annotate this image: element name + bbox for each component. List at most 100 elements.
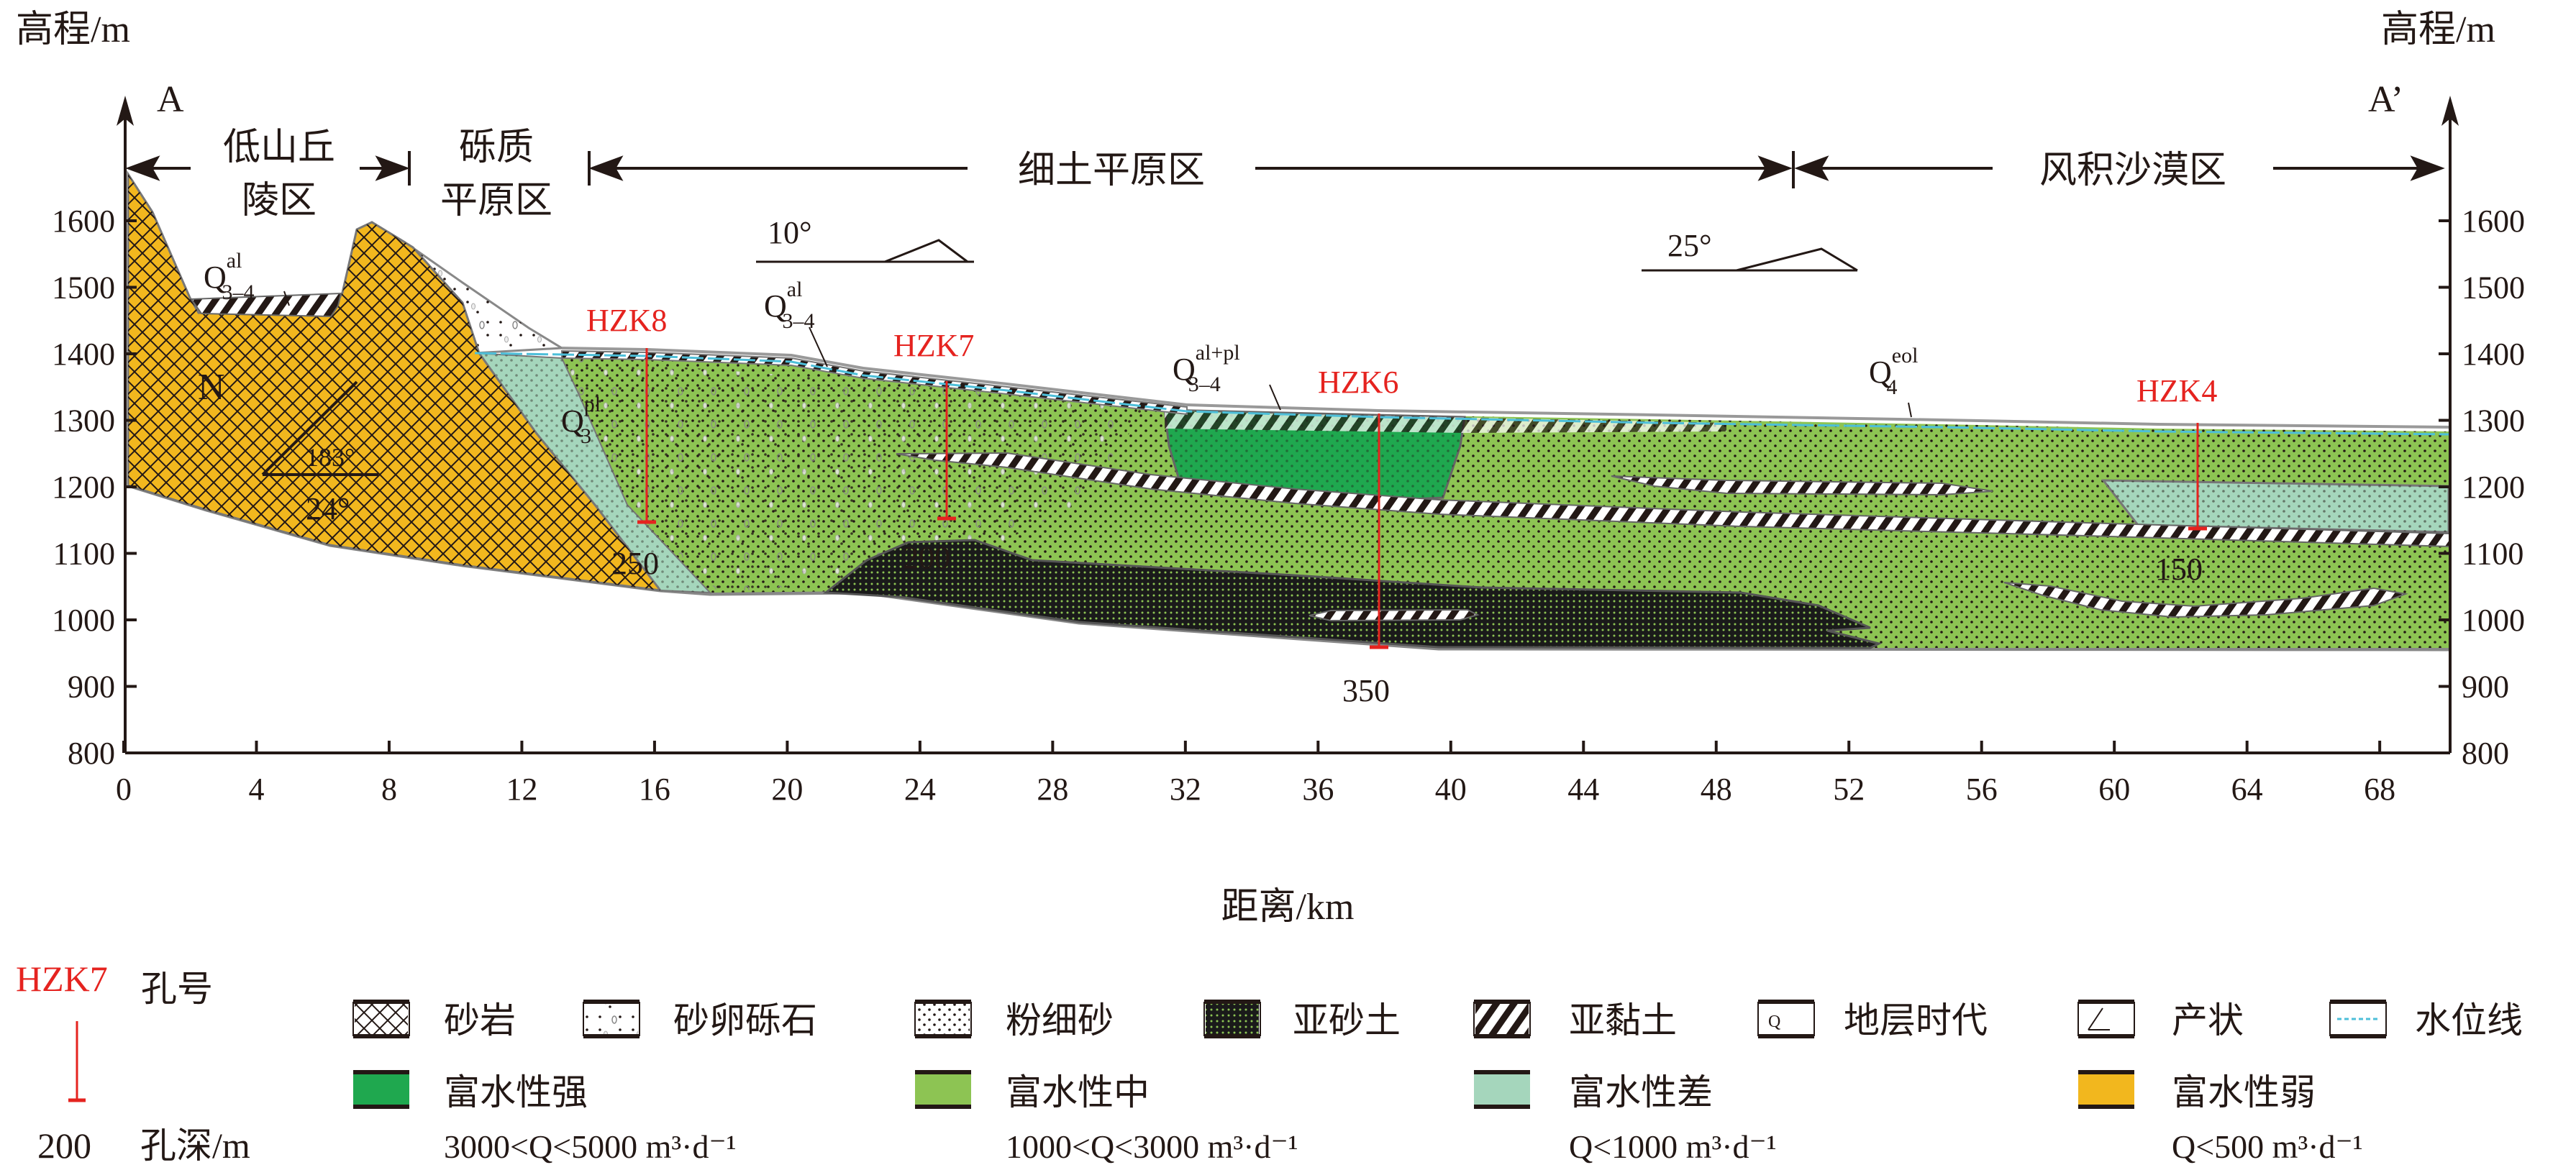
borehole-hzk8[interactable]: HZK8 250 [586, 303, 667, 581]
legend-item-attitude: 产状 [2077, 1000, 2244, 1041]
arrow-right-icon [2410, 155, 2445, 181]
legend-hole-depth-label: 孔深/m [140, 1125, 250, 1166]
legend-label: 粉细砂 [1006, 1000, 1114, 1041]
x-tick-label: 60 [2098, 772, 2130, 807]
x-tick-label: 56 [1966, 772, 1998, 807]
start-label: A [157, 79, 184, 120]
end-label: A’ [2368, 79, 2403, 120]
water-yield-swatch-icon [2078, 1073, 2134, 1106]
x-tick-label: 16 [639, 772, 670, 807]
stratum-q1: Qal 3–4 [204, 249, 254, 304]
stratum-q4: Qal+pl 3–4 [1173, 341, 1240, 396]
y-tick-label-left: 1000 [52, 603, 115, 638]
clay-pattern [1475, 1004, 1529, 1034]
x-tick-label: 24 [904, 772, 936, 807]
x-tick-label: 4 [248, 772, 264, 807]
borehole-id: HZK7 [893, 328, 974, 363]
y-tick-label-left: 1400 [52, 337, 115, 372]
legend-range: 3000<Q<5000 m³·d⁻¹ [444, 1128, 737, 1165]
x-axis-title: 距离/km [1221, 887, 1355, 928]
legend-label: 水位线 [2415, 1000, 2523, 1041]
stratum-age-pattern [1760, 1004, 1813, 1034]
borehole-depth: 350 [1342, 673, 1390, 708]
strike-dip-symbol-icon [261, 380, 378, 476]
legend-item-clay: 亚黏土 [1473, 1000, 1677, 1041]
legend-range: Q<500 m³·d⁻¹ [2172, 1128, 2363, 1165]
borehole-depth: 200 [903, 540, 950, 575]
borehole-hzk6[interactable]: HZK6 350 [1318, 365, 1398, 708]
x-tick-label: 28 [1037, 772, 1068, 807]
legend-range: 1000<Q<3000 m³·d⁻¹ [1006, 1128, 1298, 1165]
y-tick-label-right: 1600 [2462, 204, 2525, 239]
y-tick-label-right: 1200 [2462, 470, 2525, 505]
legend-water-weak: 富水性弱 Q<500 m³·d⁻¹ [2078, 1070, 2363, 1165]
y-tick-label-right: 900 [2462, 669, 2509, 705]
left-axis-title: 高程/m [16, 9, 130, 50]
stratum-q5: Qeol 4 [1869, 344, 1918, 399]
fine-sand-pattern [916, 1004, 970, 1034]
legend-range: Q<1000 m³·d⁻¹ [1569, 1128, 1777, 1165]
legend-label: 富水性弱 [2172, 1072, 2316, 1112]
legend-label: 富水性强 [444, 1072, 588, 1112]
legend-item-fine-sand: 粉细砂 [914, 1000, 1114, 1041]
clay-lens-trough [190, 292, 342, 318]
zone-low-hills-line2: 陵区 [242, 180, 317, 221]
y-tick-label-left: 900 [68, 669, 115, 705]
water-yield-swatch-icon [915, 1073, 971, 1106]
legend-label: 砂卵砾石 [673, 1000, 817, 1041]
leader-lines [283, 291, 1912, 418]
strike-value: 183° [306, 443, 355, 472]
borehole-depth: 250 [611, 546, 659, 581]
x-ticks: 0 4 8 12 16 20 24 28 32 36 40 44 48 52 56 60 64 68 [116, 741, 2395, 807]
y-tick-label-right: 1000 [2462, 603, 2525, 638]
y-tick-label-left: 1300 [52, 403, 115, 439]
legend-water-poor: 富水性差 Q<1000 m³·d⁻¹ [1474, 1070, 1777, 1165]
y-ticks: 1600 1600 1500 1500 1400 1400 1300 1300 1200 1200… [52, 204, 2525, 771]
water-table-line [474, 352, 2451, 436]
borehole-id: HZK4 [2136, 373, 2217, 408]
sandy-loam-pattern [1206, 1004, 1259, 1034]
x-tick-label: 64 [2231, 772, 2263, 807]
y-tick-label-right: 800 [2462, 736, 2509, 771]
clay-band-top-hatched [1165, 411, 1726, 433]
right-axis-arrow-icon [2441, 96, 2459, 126]
legend-label: 亚砂土 [1293, 1000, 1401, 1041]
arrow-left-icon [1794, 155, 1829, 181]
right-axis-title: 高程/m [2381, 9, 2495, 50]
legend-hole-depth-sample: 200 [37, 1125, 91, 1166]
legend-water-medium: 富水性中 1000<Q<3000 m³·d⁻¹ [915, 1070, 1298, 1165]
zone-gravel-plain-line1: 砾质 [459, 127, 534, 168]
y-tick-label-left: 1100 [53, 536, 115, 572]
dip-symbol-2-icon [1642, 247, 1858, 272]
legend-item-sandstone: 砂岩 [352, 1000, 516, 1041]
arrow-right-icon [375, 155, 410, 181]
y-tick-label-left: 1200 [52, 470, 115, 505]
legend-hole-id-label: 孔号 [141, 969, 213, 1009]
dip-symbol-1-icon [756, 239, 974, 263]
y-tick-label-right: 1400 [2462, 337, 2525, 372]
legend-label: 富水性差 [1569, 1072, 1713, 1112]
x-tick-label: 44 [1567, 772, 1599, 807]
borehole-depth: 150 [2155, 552, 2203, 587]
y-tick-label-left: 800 [68, 736, 115, 771]
borehole-hzk7[interactable]: HZK7 200 [893, 328, 974, 575]
svg-text:Qal+pl3–4: Qal+pl 3–4 [1173, 341, 1240, 396]
sandstone-pattern [355, 1004, 408, 1034]
zone-aeolian-desert: 风积沙漠区 [2039, 150, 2226, 191]
x-tick-label: 40 [1435, 772, 1467, 807]
y-tick-label-right: 1300 [2462, 403, 2525, 439]
legend-label: 亚黏土 [1569, 1000, 1677, 1041]
legend-item-sandy-loam: 亚砂土 [1203, 1000, 1401, 1041]
zone-low-hills-line1: 低山丘 [223, 127, 335, 168]
sandy-loam-body [822, 539, 1883, 649]
y-tick-label-right: 1500 [2462, 270, 2525, 306]
section-bodies [127, 170, 2451, 652]
x-tick-label: 48 [1701, 772, 1732, 807]
zone-gravel-plain-line2: 平原区 [440, 180, 552, 221]
legend-item-sand-gravel: 砂卵砾石 [583, 1000, 817, 1041]
clay-lens-right [2003, 582, 2408, 618]
borehole-id: HZK6 [1318, 365, 1398, 400]
borehole-hzk4[interactable]: HZK4 150 [2136, 373, 2217, 587]
x-tick-label: 52 [1833, 772, 1865, 807]
